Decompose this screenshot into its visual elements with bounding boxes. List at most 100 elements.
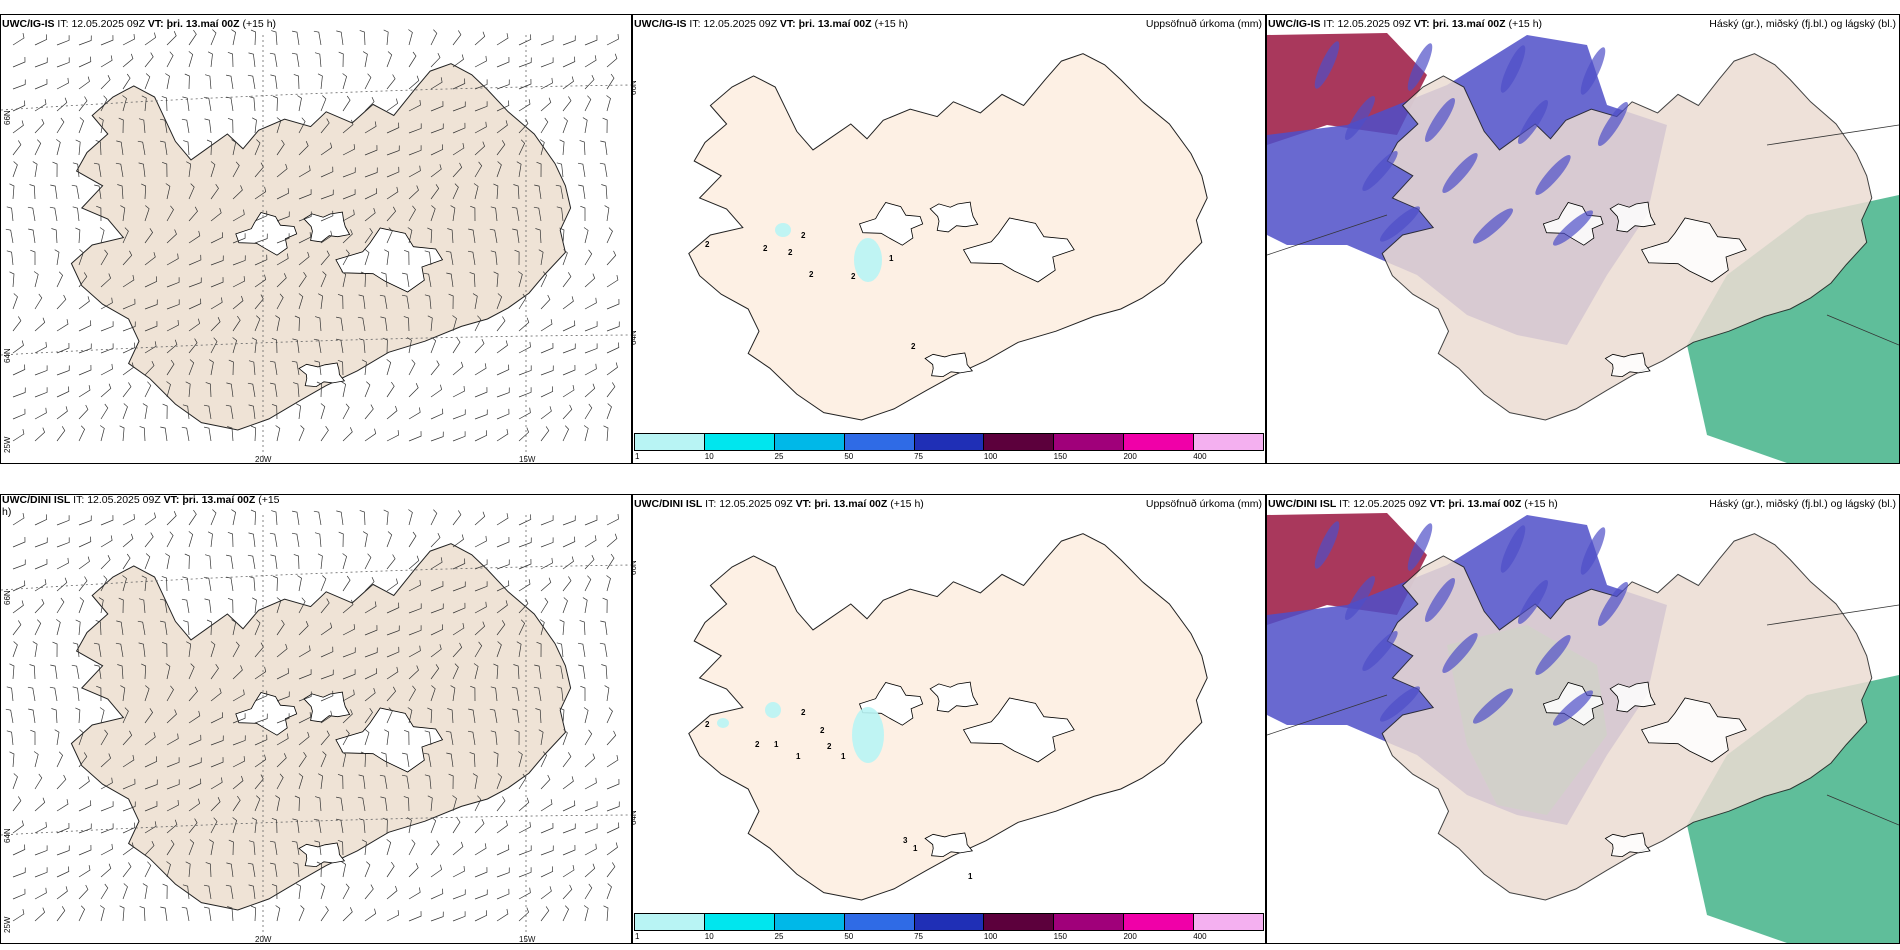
wind-barb	[251, 337, 257, 354]
wind-barb	[408, 625, 422, 636]
wind-barb	[342, 144, 355, 156]
wind-barb	[30, 249, 36, 265]
wind-barb	[254, 162, 264, 178]
wind-barb	[254, 186, 267, 200]
wind-barb	[254, 210, 268, 222]
wind-barb	[600, 620, 608, 636]
wind-barb	[556, 642, 564, 658]
wind-barb	[342, 189, 356, 200]
wind-barb	[226, 382, 234, 398]
wind-barb	[386, 145, 400, 156]
wind-barb	[166, 299, 180, 310]
wind-barb	[540, 799, 553, 812]
wind-barb	[584, 554, 595, 570]
wind-barb	[292, 30, 300, 46]
wind-barb	[518, 387, 532, 398]
wind-barb	[496, 773, 503, 790]
wind-barb	[94, 664, 102, 680]
wind-barb	[386, 122, 400, 134]
wind-barb	[160, 906, 168, 922]
wind-barb	[93, 162, 102, 178]
wind-barb	[297, 95, 302, 112]
iceland-landmass	[688, 533, 1208, 901]
colorbar-swatch	[844, 914, 915, 930]
low-cloud-streak	[1500, 45, 1526, 93]
wind-barb	[534, 664, 542, 680]
low-cloud-streak	[1362, 630, 1398, 672]
wind-barb	[34, 845, 48, 856]
wind-barb	[540, 271, 548, 288]
low-cloud-streak	[1379, 686, 1421, 722]
wind-barb	[539, 619, 545, 636]
precip-value-label: 2	[705, 240, 710, 249]
wind-barb	[342, 403, 350, 420]
wind-barb	[166, 685, 174, 702]
wind-barb	[562, 776, 574, 790]
wind-barb	[5, 228, 14, 244]
wind-barb	[34, 887, 47, 900]
wind-barb	[606, 250, 617, 266]
wind-barb	[276, 773, 284, 790]
low-cloud-streak	[1535, 634, 1571, 676]
wind-barb	[452, 122, 466, 134]
wind-barb	[386, 602, 400, 614]
wind-barb	[254, 254, 268, 266]
colorbar-tick-label: 50	[844, 932, 854, 941]
wind-barb	[408, 509, 413, 526]
wind-barb	[606, 822, 620, 834]
wind-barb	[34, 341, 47, 354]
wind-barb	[424, 250, 432, 266]
wind-map-panel-igis: UWC/IG-IS IT: 12.05.2025 09Z VT: þri. 13…	[0, 14, 632, 464]
lon-label-20w: 20W	[255, 455, 272, 464]
wind-barb	[364, 861, 371, 878]
wind-barb	[423, 272, 432, 288]
wind-barb	[276, 273, 287, 288]
wind-barb	[119, 425, 125, 442]
wind-barb	[5, 708, 14, 724]
wind-barb	[227, 531, 234, 548]
wind-barb	[100, 753, 112, 768]
wind-barb	[496, 340, 508, 354]
wind-barb	[490, 206, 498, 222]
wind-barb	[533, 206, 542, 222]
wind-barb	[250, 905, 257, 922]
colorbar-swatch	[704, 434, 775, 450]
wind-barb	[56, 365, 70, 376]
wind-barb	[430, 840, 440, 856]
wind-barb	[518, 34, 532, 46]
glacier-shape	[1604, 352, 1651, 378]
wind-barb	[33, 751, 39, 768]
wind-barb	[144, 360, 155, 376]
wind-barb	[78, 249, 84, 266]
wind-barb	[452, 54, 464, 68]
wind-barb	[210, 317, 221, 332]
wind-barb	[144, 840, 155, 856]
wind-barb	[518, 558, 532, 570]
wind-barb	[320, 230, 333, 244]
wind-barb	[188, 230, 201, 244]
colorbar-swatch	[1054, 914, 1125, 930]
wind-barb	[34, 579, 47, 592]
boundary-line	[1267, 694, 1388, 736]
wind-barb	[342, 689, 355, 702]
wind-barb	[338, 51, 344, 68]
wind-barb	[210, 29, 217, 46]
wind-barb	[314, 52, 322, 68]
wind-barb	[358, 294, 366, 310]
wind-barb	[72, 206, 80, 222]
wind-barb	[384, 249, 390, 266]
lon-label-20w: 20W	[255, 935, 272, 944]
wind-barb	[403, 796, 410, 812]
wind-barb	[56, 426, 66, 442]
wind-barb	[317, 553, 323, 570]
wind-barb	[272, 95, 278, 112]
glacier-shape	[303, 211, 351, 243]
wind-barb	[185, 861, 191, 878]
wind-barb	[56, 822, 70, 834]
wind-barb	[12, 387, 26, 398]
wind-barb	[205, 382, 212, 398]
wind-barb	[606, 533, 618, 548]
wind-barb	[276, 668, 289, 680]
wind-barb	[474, 795, 482, 812]
wind-barb	[320, 690, 334, 702]
